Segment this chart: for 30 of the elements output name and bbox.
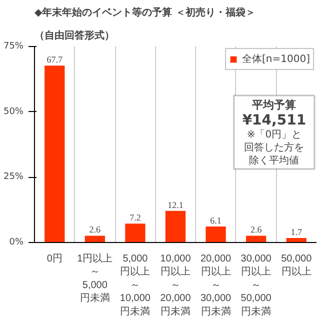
data-label: 2.6 <box>89 224 102 235</box>
data-label: 7.2 <box>130 212 141 223</box>
annotation: 平均予算 <box>251 98 296 112</box>
y-tick-label: 75% <box>3 42 24 52</box>
data-label: 1.7 <box>290 227 302 238</box>
bar <box>84 236 105 242</box>
y-tick-label: 50% <box>3 106 24 117</box>
bar <box>206 226 226 242</box>
bar <box>165 210 186 242</box>
bar <box>125 224 146 242</box>
bar <box>246 236 266 242</box>
chart-subtitle: （自由回答形式） <box>34 30 114 42</box>
legend-label: 全体[n=1000] <box>242 53 310 66</box>
annotation: ※「0円」と回答した方を除く平均値 <box>244 128 304 166</box>
data-label: 12.1 <box>168 200 184 210</box>
x-tick-label: 5,000円以上～10,000円未満 <box>120 254 151 318</box>
data-label: 2.6 <box>250 224 262 235</box>
x-tick-label: 0円 <box>46 254 62 264</box>
data-label: 6.1 <box>210 216 222 226</box>
x-tick-label: 1円以上～5,000円未満 <box>77 252 113 304</box>
data-label: 67.7 <box>46 54 64 65</box>
bar <box>44 66 65 242</box>
x-tick-label: 10,000円以上～20,000円未満 <box>160 254 192 318</box>
annotation: ¥14,511 <box>242 112 306 128</box>
y-tick-label: 25% <box>3 172 24 182</box>
y-tick-label: 0% <box>9 238 24 248</box>
chart-title: ◆年末年始のイベント等の予算 ＜初売り・福袋＞ <box>34 6 256 18</box>
x-tick-label: 50,000円以上 <box>281 254 312 278</box>
x-tick-label: 30,000円以上～50,000円未満 <box>240 254 272 318</box>
x-tick-label: 20,000円以上～30,000円未満 <box>200 254 232 318</box>
